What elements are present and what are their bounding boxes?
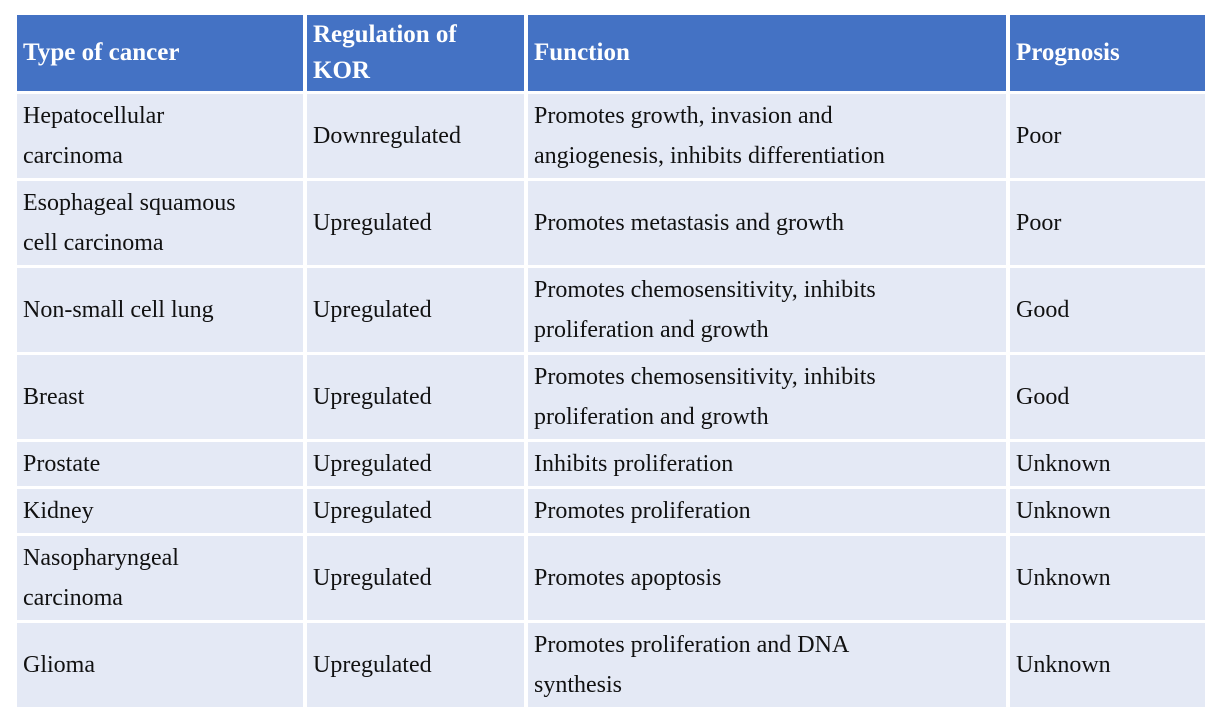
header-type-of-cancer: Type of cancer <box>17 15 303 91</box>
cell-regulation: Upregulated <box>307 442 524 486</box>
header-prognosis: Prognosis <box>1010 15 1205 91</box>
header-function: Function <box>528 15 1006 91</box>
cell-prognosis: Unknown <box>1010 623 1205 707</box>
header-regulation-of-kor: Regulation of KOR <box>307 15 524 91</box>
cell-type: Glioma <box>17 623 303 707</box>
cell-type: Kidney <box>17 489 303 533</box>
cell-regulation: Upregulated <box>307 268 524 352</box>
cell-prognosis: Unknown <box>1010 536 1205 620</box>
table-row: Esophageal squamous cell carcinoma Upregu… <box>17 181 1205 265</box>
cell-function: Promotes metastasis and growth <box>528 181 1006 265</box>
cell-type: Prostate <box>17 442 303 486</box>
table-row: Prostate Upregulated Inhibits proliferatio… <box>17 442 1205 486</box>
cell-function: Promotes proliferation <box>528 489 1006 533</box>
cell-function: Promotes chemosensitivity, inhibits prol… <box>528 268 1006 352</box>
cell-regulation: Upregulated <box>307 489 524 533</box>
cell-regulation: Upregulated <box>307 181 524 265</box>
header-row: Type of cancer Regulation of KOR Functio… <box>17 15 1205 91</box>
cell-type: Non-small cell lung <box>17 268 303 352</box>
cell-prognosis: Unknown <box>1010 442 1205 486</box>
table-row: Kidney Upregulated Promotes proliferation U… <box>17 489 1205 533</box>
cell-type: Esophageal squamous cell carcinoma <box>17 181 303 265</box>
table-row: Nasopharyngeal carcinoma Upregulated Promo… <box>17 536 1205 620</box>
cell-type: Hepatocellular carcinoma <box>17 94 303 178</box>
cell-function: Promotes proliferation and DNA synthesis <box>528 623 1006 707</box>
cell-regulation: Upregulated <box>307 355 524 439</box>
table-header: Type of cancer Regulation of KOR Functio… <box>17 15 1205 91</box>
cell-function: Promotes chemosensitivity, inhibits prol… <box>528 355 1006 439</box>
cell-regulation: Upregulated <box>307 623 524 707</box>
table-row: Non-small cell lung Upregulated Promotes c… <box>17 268 1205 352</box>
cell-function: Promotes apoptosis <box>528 536 1006 620</box>
cell-regulation: Upregulated <box>307 536 524 620</box>
cell-regulation: Downregulated <box>307 94 524 178</box>
cell-function: Inhibits proliferation <box>528 442 1006 486</box>
cell-prognosis: Poor <box>1010 94 1205 178</box>
table-body: Hepatocellular carcinoma Downregulated Pro… <box>17 94 1205 707</box>
table-row: Hepatocellular carcinoma Downregulated Pro… <box>17 94 1205 178</box>
slide-canvas: Type of cancer Regulation of KOR Functio… <box>13 12 1209 710</box>
cancer-kor-table: Type of cancer Regulation of KOR Functio… <box>13 12 1209 710</box>
cell-prognosis: Unknown <box>1010 489 1205 533</box>
table-row: Breast Upregulated Promotes chemosensitivi… <box>17 355 1205 439</box>
cell-type: Breast <box>17 355 303 439</box>
cell-type: Nasopharyngeal carcinoma <box>17 536 303 620</box>
cell-prognosis: Good <box>1010 268 1205 352</box>
table-row: Glioma Upregulated Promotes proliferation … <box>17 623 1205 707</box>
cell-prognosis: Poor <box>1010 181 1205 265</box>
cell-function: Promotes growth, invasion and angiogenes… <box>528 94 1006 178</box>
cell-prognosis: Good <box>1010 355 1205 439</box>
